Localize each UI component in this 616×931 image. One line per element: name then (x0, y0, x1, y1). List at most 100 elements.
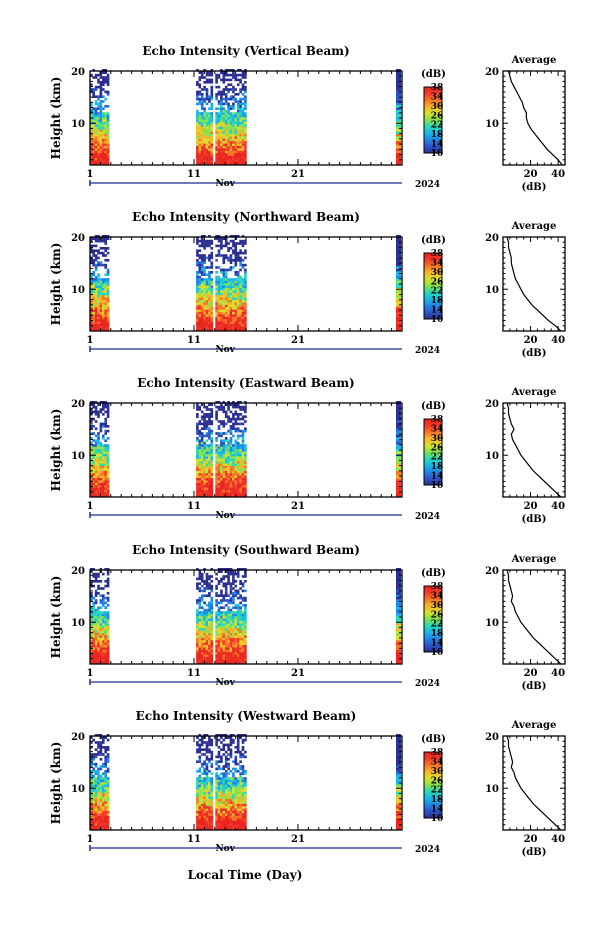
heatmap-cell (224, 444, 228, 447)
heatmap-cell (92, 278, 95, 281)
heatmap-cell (205, 746, 209, 749)
heatmap-cell (97, 326, 100, 329)
heatmap-cell (94, 463, 98, 466)
heatmap-cell (92, 796, 95, 799)
heatmap-cell (236, 256, 240, 260)
heatmap-cell (90, 259, 93, 262)
heatmap-cell (234, 410, 238, 414)
heatmap-cell (198, 145, 202, 149)
heatmap-cell (244, 153, 247, 156)
heatmap-cell (92, 323, 95, 327)
heatmap-cell (227, 487, 230, 490)
heatmap-cell (224, 652, 228, 655)
heatmap-cell (224, 136, 228, 139)
heatmap-cell (208, 623, 211, 626)
heatmap-cell (239, 153, 242, 156)
heatmap-cell (232, 309, 235, 312)
heatmap-cell (229, 446, 233, 450)
heatmap-cell (227, 401, 230, 404)
heatmap (90, 69, 401, 166)
heatmap-cell (106, 316, 110, 320)
heatmap-cell (229, 644, 233, 648)
heatmap-cell (200, 136, 204, 139)
heatmap-cell (94, 145, 98, 149)
heatmap-cell (215, 652, 218, 655)
heatmap-cell (229, 425, 233, 428)
heatmap-cell (227, 449, 230, 452)
heatmap-cell (106, 153, 110, 156)
heatmap-cell (90, 237, 93, 240)
heatmap-cell (229, 410, 233, 414)
heatmap-cell (106, 78, 110, 82)
heatmap-cell (102, 145, 105, 149)
heatmap-cell (217, 475, 221, 478)
heatmap-cell (217, 148, 221, 151)
heatmap-cell (94, 765, 98, 768)
heatmap-cell (92, 608, 95, 612)
heatmap-cell (229, 632, 233, 636)
heatmap-cell (99, 649, 103, 653)
heatmap-cell (229, 487, 233, 490)
heatmap-cell (198, 803, 202, 807)
heatmap-cell (229, 659, 233, 662)
heatmap-cell (220, 625, 223, 629)
heatmap-cell (94, 475, 98, 478)
heatmap-cell (198, 319, 202, 322)
heatmap-cell (232, 73, 235, 77)
heatmap-cell (396, 275, 401, 279)
heatmap-cell (241, 408, 245, 411)
heatmap-cell (236, 273, 240, 276)
heatmap-cell (234, 316, 238, 320)
heatmap-cell (203, 782, 206, 785)
heatmap-cell (99, 449, 103, 452)
heatmap-cell (244, 242, 247, 245)
heatmap-cell (92, 635, 95, 638)
heatmap-cell (196, 429, 199, 433)
heatmap-cell (224, 112, 228, 115)
heatmap-cell (210, 827, 214, 831)
heatmap-cell (99, 148, 103, 151)
heatmap-cell (222, 121, 226, 125)
heatmap-cell (244, 415, 247, 418)
heatmap-cell (222, 93, 226, 96)
heatmap-cell (244, 611, 247, 614)
heatmap-cell (198, 784, 202, 787)
heatmap-cell (220, 405, 223, 409)
heatmap-cell (239, 242, 242, 245)
heatmap-cell (196, 302, 199, 305)
heatmap-cell (234, 458, 238, 462)
heatmap-cell (227, 623, 230, 626)
heatmap-cell (210, 815, 214, 819)
heatmap-cell (99, 628, 103, 631)
heatmap-cell (224, 582, 228, 585)
heatmap-cell (210, 451, 214, 454)
heatmap-cell (220, 153, 223, 156)
heatmap-cell (210, 160, 214, 163)
heatmap-cell (94, 249, 98, 252)
heatmap-cell (198, 485, 202, 488)
heatmap-cell (200, 827, 204, 831)
heatmap-cell (210, 818, 214, 821)
heatmap-cell (220, 444, 223, 447)
heatmap-cell (217, 606, 221, 609)
heatmap-cell (104, 69, 107, 72)
heatmap-cell (220, 69, 223, 72)
heatmap-cell (220, 485, 223, 488)
heatmap-cell (94, 741, 98, 744)
heatmap-cell (210, 492, 214, 495)
heatmap-cell (222, 153, 226, 156)
heatmap-cell (236, 444, 240, 447)
heatmap-cell (241, 145, 245, 149)
heatmap-cell (232, 129, 235, 132)
heatmap-cell (234, 78, 238, 82)
heatmap-cell (208, 437, 211, 440)
heatmap-cell (94, 408, 98, 411)
heatmap-cell (215, 287, 218, 291)
heatmap-cell (92, 575, 95, 578)
heatmap-cell (208, 808, 211, 811)
heatmap-cell (200, 475, 204, 478)
heatmap-cell (229, 613, 233, 617)
heatmap-cell (208, 825, 211, 828)
heatmap-cell (92, 145, 95, 149)
heatmap-cell (106, 584, 110, 588)
